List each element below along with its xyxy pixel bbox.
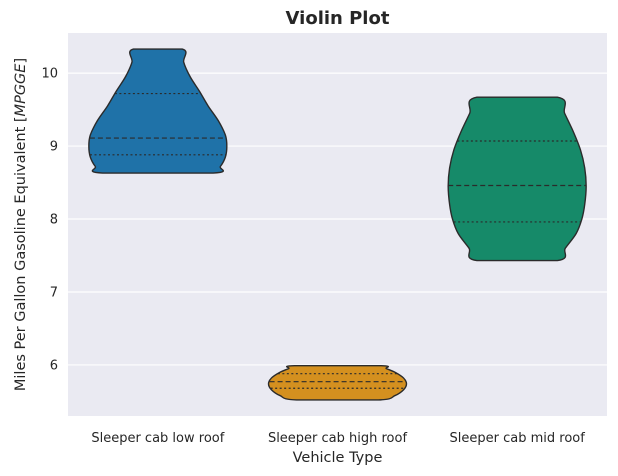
y-tick-label: 6	[50, 358, 58, 373]
violin-body	[447, 96, 587, 262]
violin-body	[88, 48, 228, 174]
violin-body	[267, 364, 408, 401]
x-tick-label: Sleeper cab high roof	[268, 431, 408, 446]
y-tick-label: 8	[50, 213, 58, 228]
y-axis-ticks: 6 7 8 9 10	[41, 67, 58, 374]
violins	[88, 48, 587, 401]
x-tick-label: Sleeper cab low roof	[91, 431, 224, 446]
y-tick-label: 9	[50, 140, 58, 155]
y-tick-label: 10	[41, 67, 58, 82]
x-axis-ticks: Sleeper cab low roof Sleeper cab high roo…	[91, 431, 585, 446]
chart-title: Violin Plot	[286, 8, 390, 29]
x-axis-label: Vehicle Type	[293, 450, 383, 466]
x-tick-label: Sleeper cab mid roof	[450, 431, 586, 446]
y-axis-label: Miles Per Gallon Gasoline Equivalent [MP…	[13, 58, 29, 391]
y-tick-label: 7	[50, 285, 58, 300]
